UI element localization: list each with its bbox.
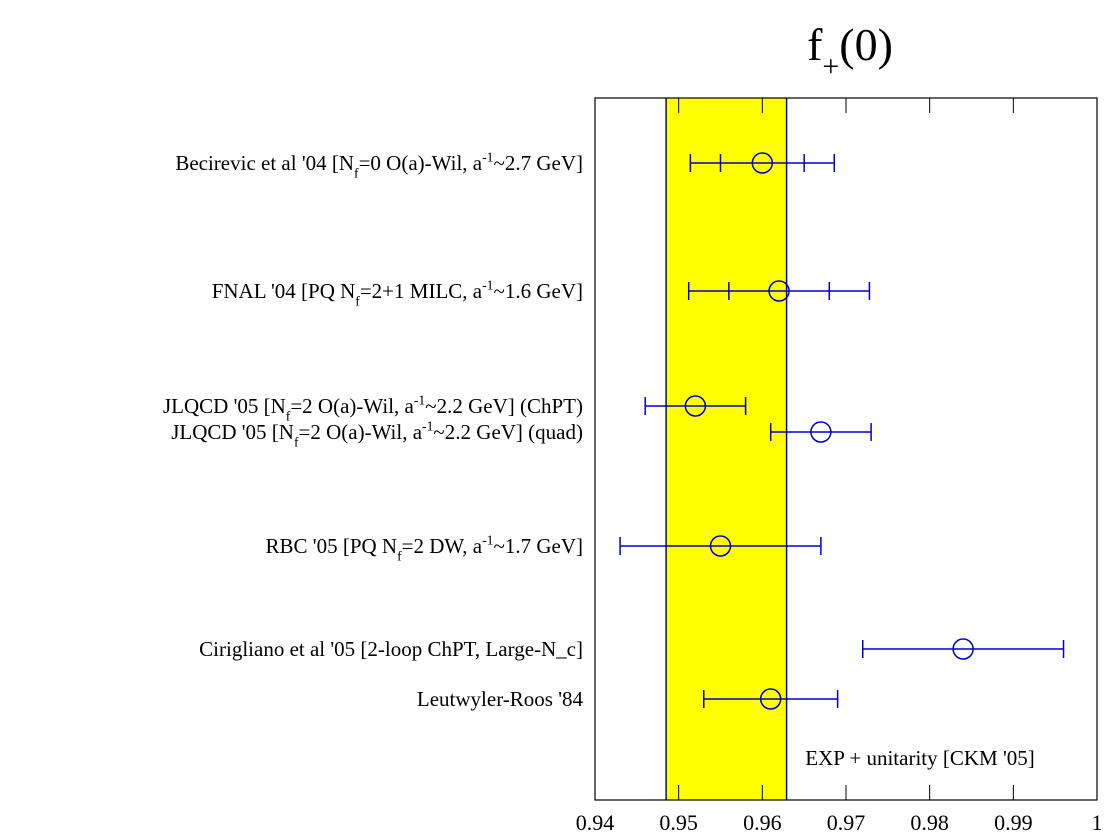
rich-text: RBC '05 [PQ Nf=2 DW, a-1~1.7 GeV] <box>266 533 583 564</box>
text-part: JLQCD '05 [N <box>171 420 294 444</box>
text-part: Cirigliano et al '05 [2-loop ChPT, Large… <box>199 637 583 661</box>
text-part: Becirevic et al '04 [N <box>175 151 354 175</box>
text-part: =2 O(a)-Wil, a <box>290 394 414 418</box>
text-part: =2 DW, a <box>402 534 483 558</box>
text-part: f <box>807 19 823 70</box>
x-tick-label: 0.94 <box>576 810 615 835</box>
text-part: -1 <box>422 419 433 434</box>
point <box>952 638 974 660</box>
band-label: EXP + unitarity [CKM '05] <box>805 746 1035 770</box>
text-part: RBC '05 [PQ N <box>266 534 398 558</box>
x-tick-label: 0.99 <box>994 810 1033 835</box>
rich-text: JLQCD '05 [Nf=2 O(a)-Wil, a-1~2.2 GeV] (… <box>171 419 583 450</box>
text-part: =0 O(a)-Wil, a <box>359 151 483 175</box>
text-part: ~2.2 GeV] (quad) <box>433 420 583 444</box>
point <box>751 152 774 174</box>
text-part: ~2.2 GeV] (ChPT) <box>425 394 583 418</box>
rich-text: f+(0) <box>807 19 893 83</box>
text-part: f <box>397 548 402 563</box>
text-part: f <box>294 434 299 449</box>
text-part: -1 <box>482 278 493 293</box>
rich-text: Leutwyler-Roos '84 <box>417 687 584 711</box>
x-tick-label: 1 <box>1092 810 1103 835</box>
point <box>759 688 782 710</box>
point <box>810 421 832 443</box>
text-part: FNAL '04 [PQ N <box>212 279 356 303</box>
text-part: ~1.6 GeV] <box>493 279 583 303</box>
rich-text: FNAL '04 [PQ Nf=2+1 MILC, a-1~1.6 GeV] <box>212 278 583 309</box>
x-tick-label: 0.97 <box>827 810 866 835</box>
rich-text: Becirevic et al '04 [Nf=0 O(a)-Wil, a-1~… <box>175 150 583 181</box>
rich-text: JLQCD '05 [Nf=2 O(a)-Wil, a-1~2.2 GeV] (… <box>163 393 583 424</box>
text-part: ~2.7 GeV] <box>493 151 583 175</box>
text-part: f <box>354 165 359 180</box>
text-part: -1 <box>414 393 425 408</box>
x-tick-label: 0.95 <box>659 810 698 835</box>
rich-text: Cirigliano et al '05 [2-loop ChPT, Large… <box>199 637 583 661</box>
text-part: ~1.7 GeV] <box>493 534 583 558</box>
text-part: =2+1 MILC, a <box>360 279 483 303</box>
x-tick-label: 0.98 <box>910 810 949 835</box>
text-part: f <box>355 293 360 308</box>
text-part: (0) <box>839 19 893 70</box>
text-part: -1 <box>482 533 493 548</box>
point <box>768 280 790 302</box>
text-part: -1 <box>482 150 493 165</box>
text-part: JLQCD '05 [N <box>163 394 286 418</box>
text-part: =2 O(a)-Wil, a <box>299 420 423 444</box>
text-part: f <box>286 408 291 423</box>
text-part: Leutwyler-Roos '84 <box>417 687 584 711</box>
text-part: + <box>822 50 839 83</box>
x-tick-label: 0.96 <box>743 810 782 835</box>
band <box>666 98 787 800</box>
point <box>709 535 732 557</box>
point <box>684 395 707 417</box>
